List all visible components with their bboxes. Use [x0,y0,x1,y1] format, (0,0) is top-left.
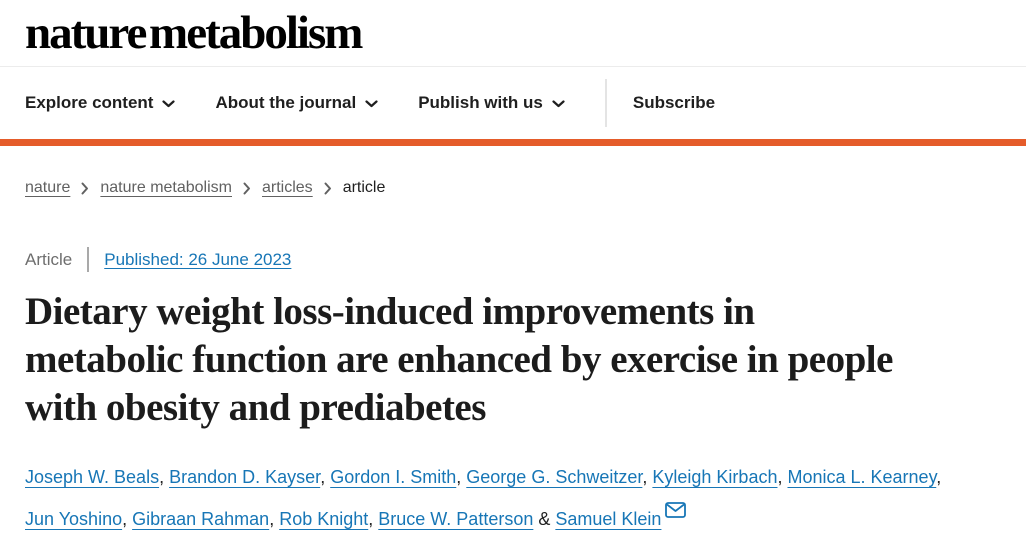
nav-item-label: Publish with us [418,93,543,112]
author-list: Joseph W. Beals, Brandon D. Kayser, Gord… [25,456,965,540]
nav-item-about-the-journal[interactable]: About the journal [215,93,378,113]
article-type-label: Article [25,249,73,269]
article-title: Dietary weight loss-induced improvements… [25,290,893,429]
article-main: nature nature metabolism articles articl… [0,179,1026,540]
main-nav: Explore content About the journal Publis… [0,67,1026,139]
author-separator: , [320,467,331,487]
author-link[interactable]: Monica L. Kearney [787,467,937,487]
nav-divider [604,79,607,127]
nav-item-explore-content[interactable]: Explore content [25,93,176,113]
author-separator: , [456,467,467,487]
author-link[interactable]: Gibraan Rahman [132,509,270,529]
chevron-down-icon [365,93,378,113]
author-separator: , [936,467,942,487]
journal-logo[interactable]: nature metabolism [25,6,363,59]
breadcrumb-current: article [342,179,386,196]
chevron-down-icon [552,93,565,113]
author-link[interactable]: Bruce W. Patterson [378,509,534,529]
author-separator: , [122,509,133,529]
accent-bar [0,139,1026,146]
author-separator: , [269,509,280,529]
author-link[interactable]: Samuel Klein [555,509,662,529]
author-names: Joseph W. Beals, Brandon D. Kayser, Gord… [25,467,941,529]
logo-row: nature metabolism [0,0,1026,67]
author-link[interactable]: George G. Schweitzer [466,467,643,487]
breadcrumb-link-nature-metabolism[interactable]: nature metabolism [100,179,232,196]
author-separator: , [159,467,170,487]
breadcrumb-link-nature[interactable]: nature [25,179,71,196]
meta-divider [87,247,90,272]
author-link[interactable]: Kyleigh Kirbach [652,467,778,487]
nav-item-label: Explore content [25,93,154,112]
published-date-link[interactable]: Published: 26 June 2023 [104,249,292,269]
author-link[interactable]: Rob Knight [279,509,369,529]
nav-item-publish-with-us[interactable]: Publish with us [418,93,565,113]
author-link[interactable]: Brandon D. Kayser [169,467,321,487]
chevron-down-icon [162,93,176,113]
chevron-right-icon [81,182,89,195]
envelope-icon[interactable] [665,502,687,518]
author-separator: , [642,467,653,487]
author-link[interactable]: Joseph W. Beals [25,467,160,487]
breadcrumb: nature nature metabolism articles articl… [25,179,1001,197]
article-meta: Article Published: 26 June 2023 [25,247,1001,272]
author-separator: & [533,509,556,529]
breadcrumb-link-articles[interactable]: articles [262,179,313,196]
author-separator: , [368,509,379,529]
author-link[interactable]: Jun Yoshino [25,509,123,529]
nav-item-label: About the journal [215,93,357,112]
chevron-right-icon [243,182,251,195]
site-header: nature metabolism Explore content About … [0,0,1026,146]
author-link[interactable]: Gordon I. Smith [330,467,457,487]
nav-item-subscribe[interactable]: Subscribe [632,93,716,112]
chevron-right-icon [324,182,332,195]
author-separator: , [777,467,788,487]
